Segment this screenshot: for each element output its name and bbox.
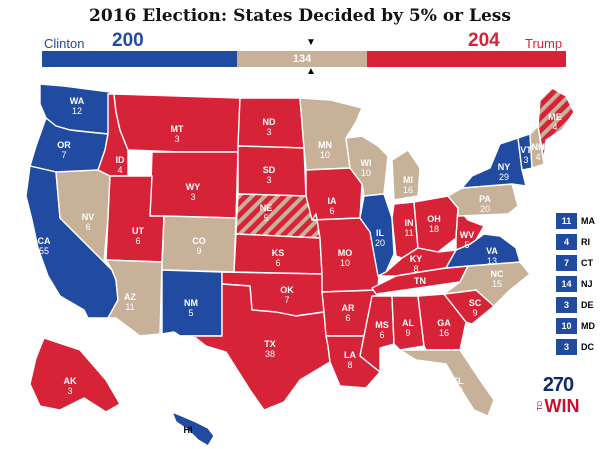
state-label-vt: VT 3 <box>520 145 532 165</box>
state-label-nm: NM 5 <box>184 298 198 318</box>
state-label-wy: WY 3 <box>186 182 201 202</box>
small-state-ct[interactable]: 7 CT <box>556 255 596 271</box>
state-label-wi: WI 10 <box>361 158 372 178</box>
clinton-total: 200 <box>112 30 144 51</box>
state-label-fl: FL 29 <box>453 376 464 396</box>
state-nh[interactable] <box>529 125 545 169</box>
state-label-ia: IA 6 <box>328 196 338 216</box>
small-state-ev: 4 <box>556 234 577 250</box>
small-state-abbr: CT <box>581 258 593 268</box>
small-state-ev: 11 <box>556 213 577 229</box>
state-label-mn: MN 10 <box>318 140 332 160</box>
small-state-ev: 10 <box>556 318 577 334</box>
state-label-or: OR 7 <box>57 140 71 160</box>
logo-to: TO <box>536 401 544 411</box>
state-label-ne: NE 5 <box>260 203 273 223</box>
state-label-pa: PA 20 <box>479 194 491 214</box>
state-label-sd: SD 3 <box>263 165 276 185</box>
trump-bar-segment <box>367 51 566 67</box>
state-label-ar: AR 6 <box>342 303 355 323</box>
state-label-al: AL 9 <box>402 318 414 338</box>
small-state-abbr: RI <box>581 237 590 247</box>
small-state-nj[interactable]: 14 NJ <box>556 276 596 292</box>
state-label-mo: MO 10 <box>338 248 353 268</box>
state-label-la: LA 8 <box>344 350 356 370</box>
state-label-nv: NV 6 <box>82 212 95 232</box>
state-fl[interactable] <box>399 349 495 417</box>
small-state-ev: 7 <box>556 255 577 271</box>
small-state-abbr: MA <box>581 216 595 226</box>
state-label-ny: NY 29 <box>498 162 511 182</box>
tossup-total: 134 <box>292 53 312 65</box>
state-hi[interactable] <box>171 411 215 447</box>
us-electoral-map: WA 12 OR 7 CA 55 NV 6 ID 4 MT 3 WY 3 UT 6 AZ 11 CO 9 NM 5 ND 3 S… <box>25 83 575 447</box>
state-label-nc: NC 15 <box>491 269 504 289</box>
state-label-wa: WA 12 <box>70 96 85 116</box>
state-label-me: ME 4 <box>548 112 562 132</box>
state-label-ak: AK 3 <box>64 376 77 396</box>
tossup-bar-segment: 134 <box>236 51 368 67</box>
state-tx[interactable] <box>179 283 331 411</box>
small-state-abbr: NJ <box>581 279 593 289</box>
clinton-bar-segment <box>42 51 237 67</box>
270towin-logo[interactable]: 270 TO WIN <box>536 374 580 426</box>
small-state-ma[interactable]: 11 MA <box>556 213 596 229</box>
small-state-abbr: DE <box>581 300 594 310</box>
state-label-il: IL 20 <box>375 228 385 248</box>
state-label-va: VA 13 <box>486 246 498 266</box>
state-label-id: ID 4 <box>116 155 126 175</box>
clinton-label: Clinton <box>44 36 85 51</box>
marker-up-icon: ▲ <box>306 66 316 77</box>
state-label-ok: OK 7 <box>280 285 294 305</box>
electoral-vote-bar: 134 <box>42 51 566 67</box>
state-label-ky: KY 8 <box>410 254 423 274</box>
state-ny[interactable] <box>461 137 527 189</box>
state-ak[interactable] <box>29 337 121 413</box>
state-label-nd: ND 3 <box>263 117 276 137</box>
small-state-dc[interactable]: 3 DC <box>556 339 596 355</box>
state-label-oh: OH 18 <box>427 214 441 234</box>
state-label-nh: NH 4 <box>532 142 545 162</box>
state-az[interactable] <box>105 259 163 337</box>
state-label-co: CO 9 <box>192 236 206 256</box>
small-state-abbr: DC <box>581 342 594 352</box>
state-label-ca: CA 55 <box>38 236 51 256</box>
state-al[interactable] <box>391 295 425 351</box>
small-state-de[interactable]: 3 DE <box>556 297 596 313</box>
small-state-abbr: MD <box>581 321 595 331</box>
state-label-wv: WV 5 <box>460 230 475 250</box>
state-label-mi: MI 16 <box>403 175 413 195</box>
small-states-box: 11 MA 4 RI 7 CT 14 NJ 3 DE 10 MD 3 DC <box>556 213 596 360</box>
small-state-ri[interactable]: 4 RI <box>556 234 596 250</box>
state-label-ut: UT 6 <box>132 226 144 246</box>
logo-number: 270 <box>542 374 574 396</box>
small-state-md[interactable]: 10 MD <box>556 318 596 334</box>
small-state-ev: 14 <box>556 276 577 292</box>
state-label-az: AZ 11 <box>124 292 136 312</box>
state-label-in: IN 11 <box>404 218 413 238</box>
trump-total: 204 <box>468 30 500 51</box>
map-title: 2016 Election: States Decided by 5% or L… <box>89 6 511 26</box>
small-state-ev: 3 <box>556 297 577 313</box>
trump-label: Trump <box>525 36 563 51</box>
state-label-ms: MS 6 <box>375 320 389 340</box>
state-label-ga: GA 16 <box>437 318 451 338</box>
state-label-ks: KS 6 <box>272 248 285 268</box>
state-label-hi: HI <box>184 425 193 435</box>
state-mi[interactable] <box>391 149 421 201</box>
state-label-mt: MT 3 <box>171 124 184 144</box>
small-state-ev: 3 <box>556 339 577 355</box>
state-label-sc: SC 9 <box>469 298 482 318</box>
logo-win: WIN <box>544 396 580 416</box>
state-label-tx: TX 38 <box>264 339 276 359</box>
state-me[interactable] <box>537 87 575 161</box>
state-label-tn: TN 11 <box>414 276 426 296</box>
marker-down-icon: ▼ <box>306 37 316 48</box>
